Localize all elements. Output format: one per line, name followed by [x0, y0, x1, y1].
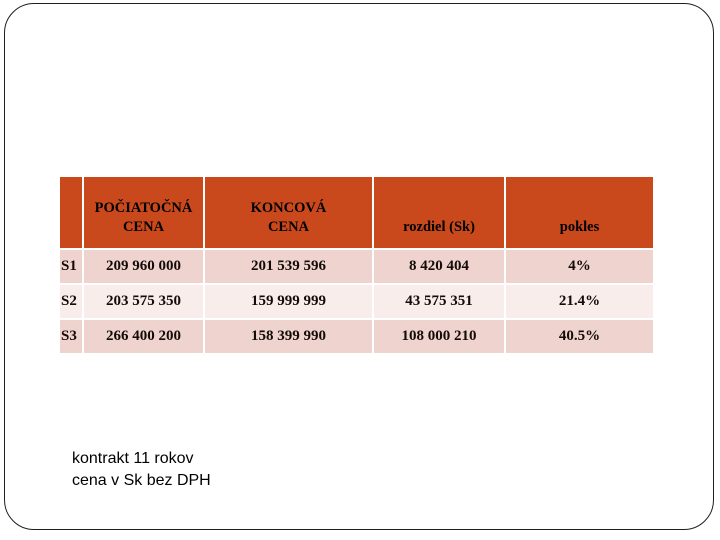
- cell-final-price: 158 399 990: [205, 320, 372, 353]
- table-header-difference: rozdiel (Sk): [374, 177, 504, 248]
- cell-decrease: 4%: [506, 250, 653, 283]
- row-label: S3: [60, 320, 82, 353]
- row-label: S1: [60, 250, 82, 283]
- cell-initial-price: 266 400 200: [84, 320, 203, 353]
- caption-line-currency: cena v Sk bez DPH: [72, 472, 211, 489]
- row-label: S2: [60, 285, 82, 318]
- table-header-final-price: KONCOVÁ CENA: [205, 177, 372, 248]
- table-header-corner: [60, 177, 82, 248]
- cell-decrease: 21.4%: [506, 285, 653, 318]
- price-comparison-table: POČIATOČNÁ CENA KONCOVÁ CENA rozdiel (Sk) …: [60, 177, 653, 353]
- cell-initial-price: 203 575 350: [84, 285, 203, 318]
- slide-caption: kontrakt 11 rokov cena v Sk bez DPH: [72, 448, 211, 492]
- table-header-decrease: pokles: [506, 177, 653, 248]
- caption-line-contract: kontrakt 11 rokov: [72, 450, 194, 467]
- cell-initial-price: 209 960 000: [84, 250, 203, 283]
- cell-decrease: 40.5%: [506, 320, 653, 353]
- cell-final-price: 201 539 596: [205, 250, 372, 283]
- cell-final-price: 159 999 999: [205, 285, 372, 318]
- table-header-initial-price: POČIATOČNÁ CENA: [84, 177, 203, 248]
- cell-difference: 43 575 351: [374, 285, 504, 318]
- cell-difference: 108 000 210: [374, 320, 504, 353]
- cell-difference: 8 420 404: [374, 250, 504, 283]
